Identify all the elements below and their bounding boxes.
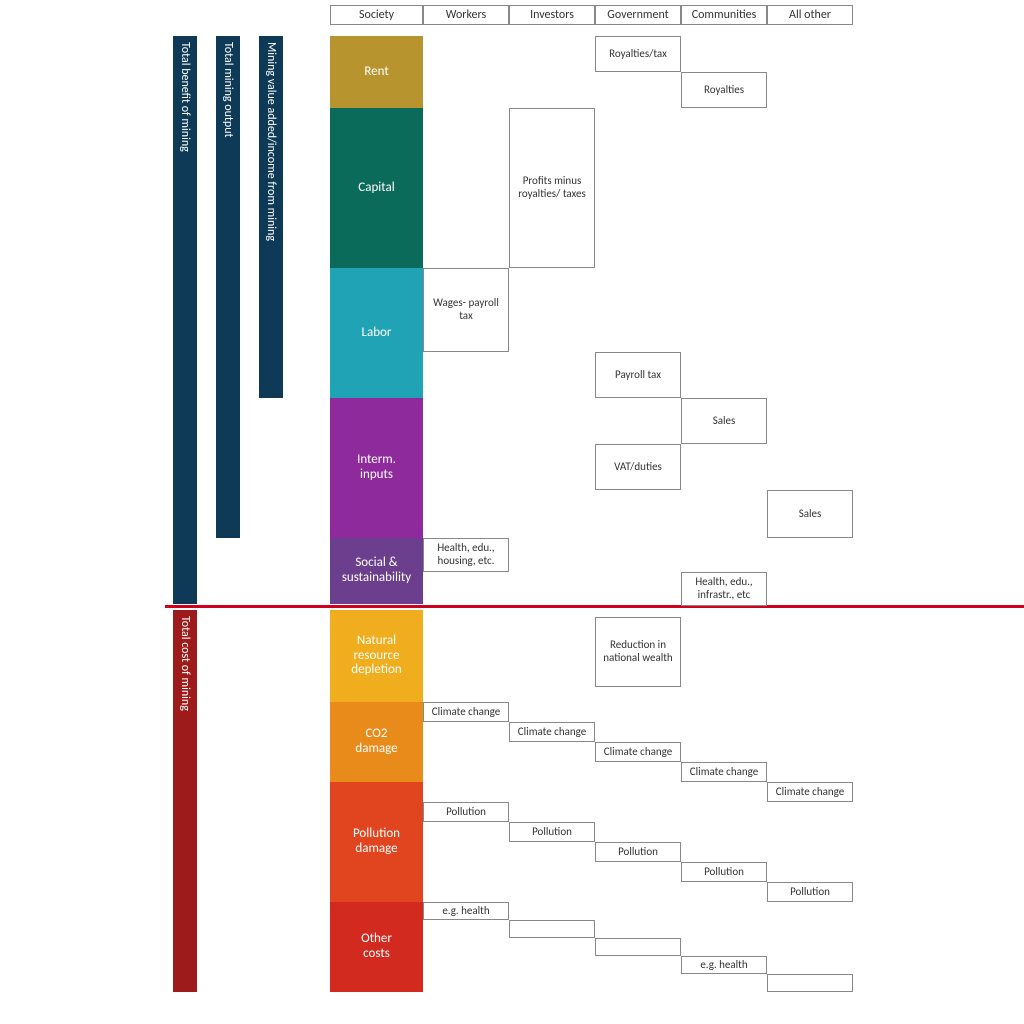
row-block-label: Interm. inputs xyxy=(357,453,396,483)
row-block-label: Capital xyxy=(358,181,394,196)
cell-pollution-17: Pollution xyxy=(509,822,595,842)
cell-other-21: e.g. health xyxy=(423,902,509,920)
column-header-allother: All other xyxy=(767,5,853,25)
cell-label: Climate change xyxy=(518,726,586,739)
cell-label: Royalties xyxy=(704,84,744,97)
cell-social-9: Health, edu., infrastr., etc xyxy=(681,572,767,606)
cell-pollution-19: Pollution xyxy=(681,862,767,882)
vertical-bar-output: Total mining output xyxy=(216,36,240,538)
cell-pollution-18: Pollution xyxy=(595,842,681,862)
cell-label: Pollution xyxy=(790,886,830,899)
row-block-other: Other costs xyxy=(330,902,423,992)
column-header-workers: Workers xyxy=(423,5,509,25)
cell-label: e.g. health xyxy=(442,905,489,918)
cell-label: Pollution xyxy=(446,806,486,819)
cell-rent-0: Royalties/tax xyxy=(595,36,681,72)
cell-label: Climate change xyxy=(690,766,758,779)
cell-label: Pollution xyxy=(704,866,744,879)
row-block-labor: Labor xyxy=(330,268,423,398)
column-header-label: All other xyxy=(789,8,831,22)
column-header-label: Government xyxy=(607,8,668,22)
row-block-label: Other costs xyxy=(361,932,392,962)
cell-label: Sales xyxy=(713,415,736,428)
cell-label: Pollution xyxy=(532,826,572,839)
column-header-communities: Communities xyxy=(681,5,767,25)
cell-label: e.g. health xyxy=(700,959,747,972)
cell-label: Health, edu., housing, etc. xyxy=(428,542,504,567)
row-block-pollution: Pollution damage xyxy=(330,782,423,902)
cell-label: Climate change xyxy=(776,786,844,799)
row-block-rent: Rent xyxy=(330,36,423,108)
cell-label: Pollution xyxy=(618,846,658,859)
row-block-label: Rent xyxy=(364,65,388,80)
cell-other-24: e.g. health xyxy=(681,956,767,974)
cell-pollution-16: Pollution xyxy=(423,802,509,822)
cell-label: Climate change xyxy=(432,706,500,719)
cell-interm-7: Sales xyxy=(767,490,853,538)
cell-capital-2: Profits minus royalties/ taxes xyxy=(509,108,595,268)
cell-labor-4: Payroll tax xyxy=(595,352,681,398)
cell-interm-5: Sales xyxy=(681,398,767,444)
cell-label: Climate change xyxy=(604,746,672,759)
cell-depletion-10: Reduction in national wealth xyxy=(595,617,681,687)
vertical-bar-label: Total cost of mining xyxy=(178,616,192,711)
vertical-bar-cost: Total cost of mining xyxy=(173,610,197,992)
row-block-interm: Interm. inputs xyxy=(330,398,423,538)
cell-interm-6: VAT/duties xyxy=(595,444,681,490)
cell-rent-1: Royalties xyxy=(681,72,767,108)
cell-pollution-20: Pollution xyxy=(767,882,853,902)
vertical-bar-label: Total benefit of mining xyxy=(178,42,192,152)
vertical-bar-income: Mining value added/income from mining xyxy=(259,36,283,398)
cell-label: Sales xyxy=(799,508,822,521)
cell-label: Health, edu., infrastr., etc xyxy=(686,576,762,601)
cell-label: Payroll tax xyxy=(615,369,661,382)
row-block-social: Social & sustainability xyxy=(330,538,423,604)
row-block-capital: Capital xyxy=(330,108,423,268)
row-block-depletion: Natural resource depletion xyxy=(330,610,423,702)
vertical-bar-benefit: Total benefit of mining xyxy=(173,36,197,604)
row-block-label: CO2 damage xyxy=(355,727,397,757)
cell-co2-11: Climate change xyxy=(423,702,509,722)
cell-other-22 xyxy=(509,920,595,938)
row-block-label: Natural resource depletion xyxy=(351,634,401,679)
cell-label: VAT/duties xyxy=(614,461,662,474)
row-block-label: Labor xyxy=(362,326,392,341)
vertical-bar-label: Total mining output xyxy=(221,42,235,138)
column-header-investors: Investors xyxy=(509,5,595,25)
column-header-label: Society xyxy=(359,8,394,22)
column-header-label: Workers xyxy=(446,8,486,22)
cell-label: Royalties/tax xyxy=(609,48,667,61)
row-block-label: Social & sustainability xyxy=(342,556,411,586)
column-header-label: Investors xyxy=(530,8,574,22)
column-header-society: Society xyxy=(330,5,423,25)
cell-other-25 xyxy=(767,974,853,992)
cell-labor-3: Wages- payroll tax xyxy=(423,268,509,352)
cell-co2-13: Climate change xyxy=(595,742,681,762)
column-header-label: Communities xyxy=(692,8,757,22)
row-block-label: Pollution damage xyxy=(353,827,400,857)
benefit-cost-divider xyxy=(165,605,1024,608)
cell-social-8: Health, edu., housing, etc. xyxy=(423,538,509,572)
cell-label: Wages- payroll tax xyxy=(428,297,504,322)
column-header-government: Government xyxy=(595,5,681,25)
cell-label: Reduction in national wealth xyxy=(600,639,676,664)
row-block-co2: CO2 damage xyxy=(330,702,423,782)
cell-co2-12: Climate change xyxy=(509,722,595,742)
cell-label: Profits minus royalties/ taxes xyxy=(514,175,590,200)
cell-other-23 xyxy=(595,938,681,956)
vertical-bar-label: Mining value added/income from mining xyxy=(264,42,278,241)
cell-co2-15: Climate change xyxy=(767,782,853,802)
cell-co2-14: Climate change xyxy=(681,762,767,782)
